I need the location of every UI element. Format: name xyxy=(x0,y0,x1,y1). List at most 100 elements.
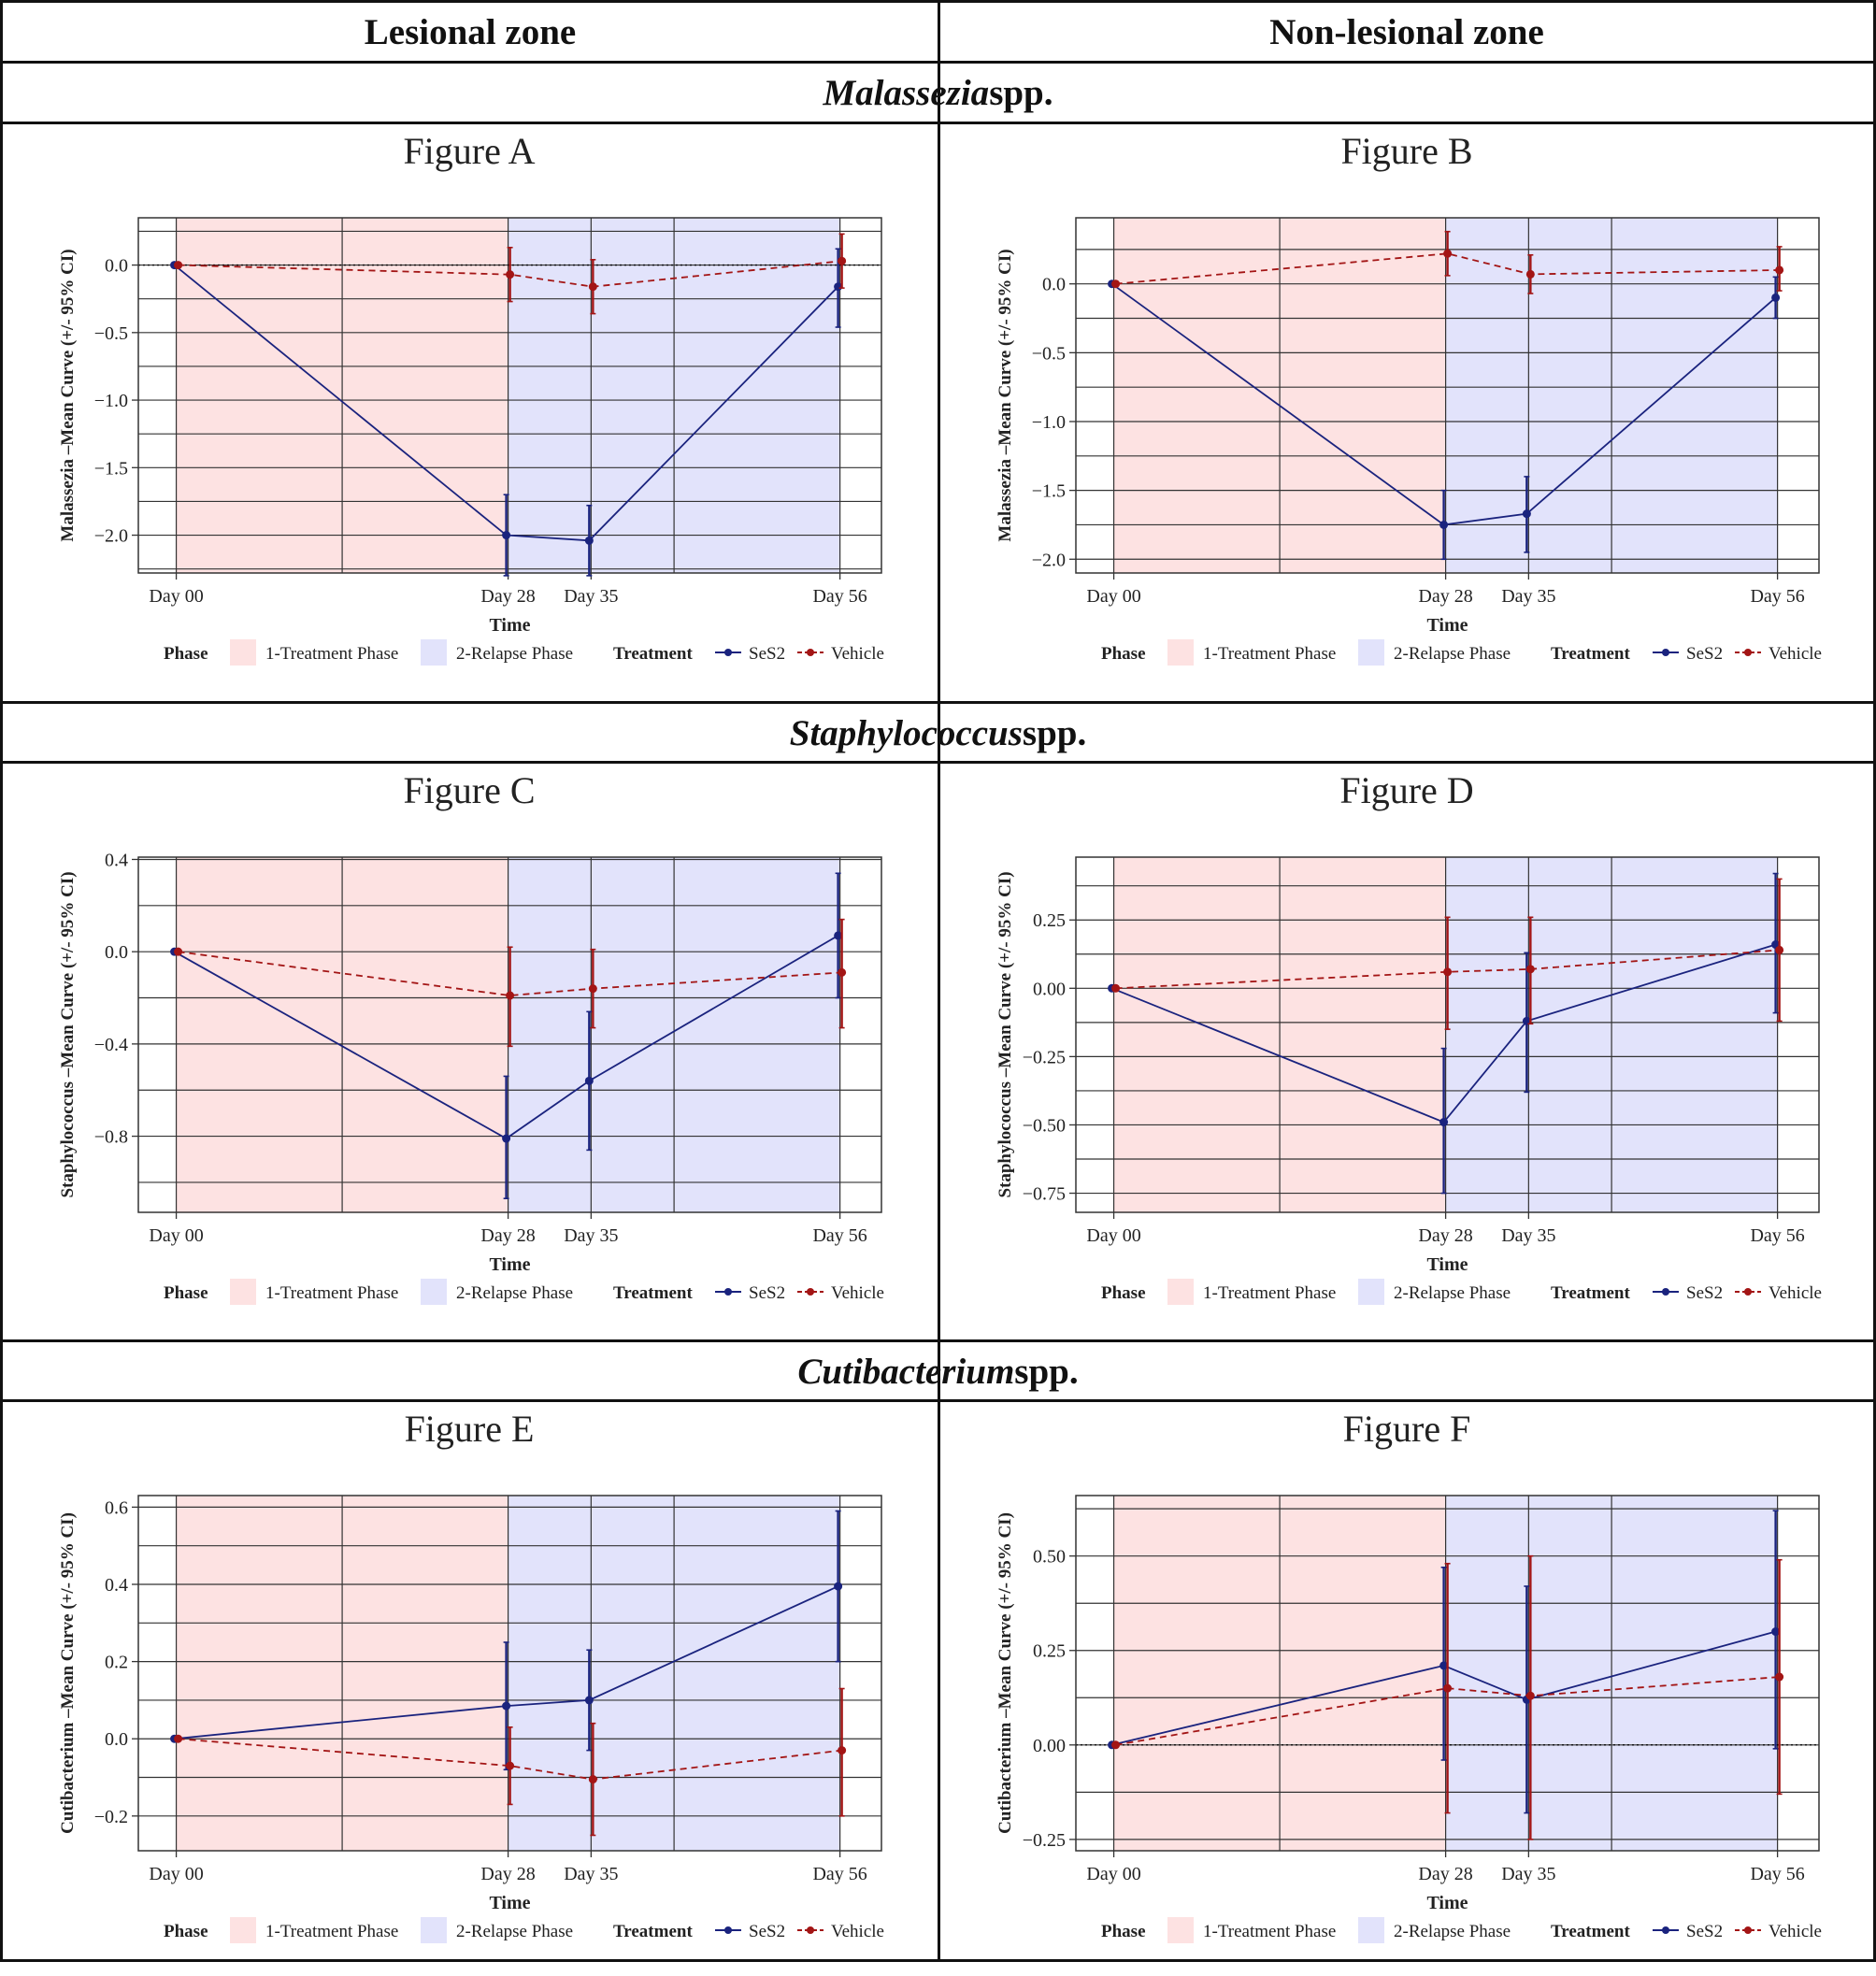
figure-f: Figure F 0.50 0.25 0.00 −0.25 Day 00 Day 28 Day… xyxy=(940,1402,1873,1976)
data-point-vehicle xyxy=(1111,983,1121,993)
chart-svg: Figure C 0.4 0.0 −0.4 −0.8 Day 00 Day 28 Day 35… xyxy=(58,769,884,1305)
y-tick-label: −0.75 xyxy=(1023,1184,1066,1205)
y-tick-label: 0.0 xyxy=(105,942,128,963)
x-tick-label: Day 56 xyxy=(1750,1864,1804,1884)
legend: Phase 1-Treatment Phase 2-Relapse Phase Tre… xyxy=(1101,1917,1822,1943)
y-tick-label: 0.25 xyxy=(1033,1641,1066,1662)
x-tick-label: Day 35 xyxy=(564,1864,618,1884)
legend-swatch-phase-1 xyxy=(1167,639,1194,666)
data-point-vehicle xyxy=(838,256,847,265)
chart-svg: Figure D 0.25 0.00 −0.25 −0.50 −0.75 Day 00 Day… xyxy=(995,769,1822,1305)
data-point-ses2 xyxy=(834,282,843,292)
x-tick-label: Day 56 xyxy=(812,586,866,607)
legend-marker-vehicle xyxy=(807,1288,814,1296)
plot-border xyxy=(137,1495,882,1852)
species-suffix: spp. xyxy=(1022,712,1087,753)
x-tick-label: Day 00 xyxy=(149,1864,203,1884)
x-axis-label: Time xyxy=(1426,1893,1468,1913)
legend-swatch-phase-2 xyxy=(421,639,447,666)
y-axis-label: Staphylococcus –Mean Curve (+/- 95% CI) xyxy=(995,871,1015,1197)
species-suffix: spp. xyxy=(1014,1351,1079,1392)
legend-label-phase-1: 1-Treatment Phase xyxy=(265,644,398,664)
legend-title-phase: Phase xyxy=(1101,644,1146,664)
data-point-vehicle xyxy=(1775,945,1784,954)
series-line-vehicle xyxy=(1115,1676,1780,1746)
x-tick-label: Day 35 xyxy=(1501,1225,1555,1246)
legend-label-ses2: SeS2 xyxy=(749,1283,785,1303)
legend-label-vehicle: Vehicle xyxy=(831,644,884,664)
x-axis-label: Time xyxy=(1426,615,1468,636)
legend-label-phase-1: 1-Treatment Phase xyxy=(1203,1922,1336,1941)
legend-title-treatment: Treatment xyxy=(613,1922,693,1941)
legend-swatch-phase-1 xyxy=(230,1917,256,1943)
legend-title-treatment: Treatment xyxy=(1551,1922,1630,1941)
data-point-ses2 xyxy=(502,1701,511,1711)
y-tick-label: −0.5 xyxy=(94,323,128,344)
x-tick-label: Day 00 xyxy=(149,1225,203,1246)
legend-label-vehicle: Vehicle xyxy=(1769,1922,1822,1941)
data-point-ses2 xyxy=(502,1134,511,1143)
legend-label-phase-2: 2-Relapse Phase xyxy=(456,644,573,664)
legend-label-phase-2: 2-Relapse Phase xyxy=(456,1283,573,1303)
species-name: Cutibacterium xyxy=(797,1351,1015,1392)
x-tick-label: Day 56 xyxy=(1750,586,1804,607)
chart-title: Figure D xyxy=(1339,769,1473,811)
data-point-vehicle xyxy=(174,1734,183,1743)
data-point-ses2 xyxy=(584,536,594,545)
data-point-ses2 xyxy=(1439,1661,1449,1670)
series-line-ses2 xyxy=(174,1585,838,1740)
y-tick-label: −1.5 xyxy=(1032,481,1066,502)
series-line-vehicle xyxy=(1115,949,1780,990)
legend-swatch-phase-1 xyxy=(1167,1279,1194,1305)
legend: Phase 1-Treatment Phase 2-Relapse Phase Tre… xyxy=(1101,639,1822,666)
figure-a: Figure A 0.0 −0.5 −1.0 −1.5 −2.0 Day 00 Day 28 D… xyxy=(3,124,936,698)
data-point-vehicle xyxy=(588,1775,597,1784)
x-tick-label: Day 00 xyxy=(1086,586,1140,607)
series-line-ses2 xyxy=(174,935,839,1140)
legend-label-ses2: SeS2 xyxy=(749,1922,785,1941)
legend-swatch-phase-2 xyxy=(1358,1279,1384,1305)
x-tick-label: Day 28 xyxy=(480,586,535,607)
y-tick-label: 0.6 xyxy=(105,1497,128,1518)
plot-border xyxy=(1075,856,1820,1213)
data-point-vehicle xyxy=(588,984,597,994)
species-suffix: spp. xyxy=(989,72,1053,113)
data-point-vehicle xyxy=(506,270,515,279)
plot-border xyxy=(1075,217,1820,574)
y-tick-label: −0.2 xyxy=(94,1807,128,1827)
legend-swatch-phase-1 xyxy=(1167,1917,1194,1943)
series-line-ses2 xyxy=(174,264,839,542)
legend-title-treatment: Treatment xyxy=(613,1283,693,1303)
data-point-ses2 xyxy=(1439,520,1449,529)
legend-label-phase-1: 1-Treatment Phase xyxy=(265,1283,398,1303)
species-header-staphylococcus: Staphylococcus spp. xyxy=(3,704,1873,762)
legend-label-ses2: SeS2 xyxy=(1686,644,1723,664)
legend-title-phase: Phase xyxy=(164,1283,208,1303)
species-name: Malassezia xyxy=(823,72,990,113)
series-line-vehicle xyxy=(178,951,842,996)
data-point-ses2 xyxy=(584,1076,594,1085)
legend-label-vehicle: Vehicle xyxy=(1769,1283,1822,1303)
series-line-ses2 xyxy=(1111,282,1777,526)
y-tick-label: −1.0 xyxy=(94,391,128,411)
series-line-vehicle xyxy=(1115,252,1780,285)
legend-title-treatment: Treatment xyxy=(613,644,693,664)
data-point-vehicle xyxy=(1525,1691,1535,1700)
data-point-ses2 xyxy=(1771,293,1781,302)
data-point-vehicle xyxy=(1525,269,1535,279)
legend-marker-vehicle xyxy=(807,649,814,656)
legend-label-ses2: SeS2 xyxy=(1686,1922,1723,1941)
data-point-vehicle xyxy=(1443,249,1453,258)
x-tick-label: Day 56 xyxy=(812,1225,866,1246)
y-axis-label: Cutibacterium –Mean Curve (+/- 95% CI) xyxy=(995,1512,1015,1834)
data-point-vehicle xyxy=(838,1746,847,1755)
data-point-vehicle xyxy=(1775,1672,1784,1682)
legend-label-phase-1: 1-Treatment Phase xyxy=(1203,644,1336,664)
legend: Phase 1-Treatment Phase 2-Relapse Phase Tre… xyxy=(164,1917,884,1943)
legend-title-phase: Phase xyxy=(164,644,208,664)
legend-title-treatment: Treatment xyxy=(1551,644,1630,664)
data-point-vehicle xyxy=(838,967,847,977)
y-tick-label: −0.50 xyxy=(1023,1115,1066,1136)
x-tick-label: Day 35 xyxy=(1501,1864,1555,1884)
header-non-lesional-zone: Non-lesional zone xyxy=(1269,11,1544,52)
